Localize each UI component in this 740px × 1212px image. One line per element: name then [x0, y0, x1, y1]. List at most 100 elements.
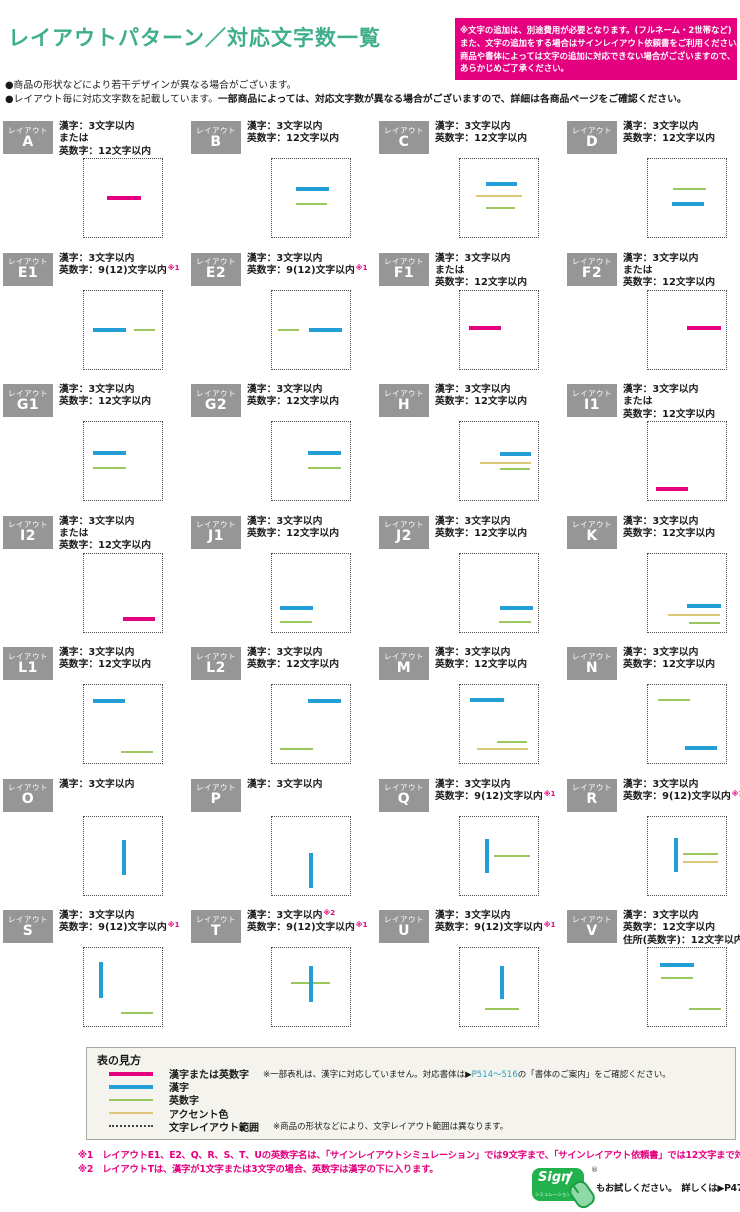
- layout-tag-letter: D: [585, 133, 599, 150]
- pink-horizontal-line: [468, 326, 502, 331]
- spec-line: 英数字：12文字以内: [59, 659, 152, 671]
- layout-specs: 漢字：3文字以内※2 英数字：9(12)文字以内※1: [247, 909, 367, 935]
- layout-tag-G2: レイアウト G2: [191, 384, 241, 417]
- legend-row: アクセント色: [97, 1107, 725, 1121]
- green-horizontal-line: [278, 328, 299, 331]
- layout-cell-H: レイアウト H 漢字：3文字以内 英数字：12文字以内: [379, 381, 567, 513]
- layout-preview-box: [271, 421, 351, 501]
- layout-specs: 漢字：3文字以内英数字：9(12)文字以内※1: [247, 253, 367, 278]
- layout-tag-letter: L2: [206, 659, 226, 676]
- layout-preview-box: [459, 947, 539, 1027]
- layout-cell-G2: レイアウト G2 漢字：3文字以内 英数字：12文字以内: [191, 381, 379, 513]
- spec-line: 英数字：12文字以内: [623, 527, 716, 539]
- pink-horizontal-line: [687, 326, 721, 331]
- layout-cell-U: レイアウト U 漢字：3文字以内 英数字：9(12)文字以内※1: [379, 907, 567, 1039]
- logo-caption: もお試しください。 詳しくは▶P478: [596, 1180, 740, 1194]
- layout-preview-box: [647, 815, 727, 896]
- layout-preview-box: [459, 552, 539, 633]
- notice-line: あらかじめご了承ください。: [460, 63, 569, 74]
- layout-tag-P: レイアウト P: [191, 778, 241, 812]
- spec-line: 英数字：9(12)文字以内※1: [247, 263, 368, 276]
- layout-specs: 漢字：3文字以内 英数字：12文字以内: [247, 516, 339, 541]
- layout-preview-box: [647, 947, 727, 1027]
- layout-tag-C: レイアウト C: [379, 121, 429, 154]
- spec-line: または: [623, 264, 653, 276]
- footnote-marker: ※1: [167, 921, 180, 930]
- blue-vertical-line: [309, 965, 314, 1002]
- blue-horizontal-line: [92, 327, 127, 332]
- spec-line: 漢字：3文字以内: [247, 384, 323, 395]
- green-horizontal-line: [497, 741, 528, 744]
- layout-cell-N: レイアウト N 漢字：3文字以内 英数字：12文字以内: [567, 644, 740, 776]
- layout-tag-label: レイアウト: [384, 914, 424, 924]
- layout-preview-box: [459, 815, 539, 896]
- legend-row: 英数字: [97, 1093, 725, 1107]
- green-horizontal-line: [688, 622, 720, 625]
- layout-preview-box: [83, 421, 163, 501]
- layout-tag-label: レイアウト: [384, 257, 424, 266]
- layout-specs: 漢字：3文字以内 英数字：12文字以内: [59, 647, 151, 672]
- green-horizontal-line: [120, 750, 153, 753]
- layout-specs: 漢字：3文字以内 または 英数字：12文字以内: [435, 253, 527, 290]
- spec-line: 英数字：12文字以内: [59, 540, 152, 552]
- sign-logo-subtext: シミュレーション: [535, 1192, 571, 1198]
- page-ref-p514-516[interactable]: P514〜516: [471, 1069, 518, 1080]
- yellow-horizontal-line: [475, 194, 523, 197]
- legend-row: 漢字: [97, 1080, 725, 1095]
- legend-swatch-pink: [109, 1071, 153, 1076]
- green-horizontal-line: [133, 328, 155, 331]
- spec-line: 英数字：12文字以内: [435, 396, 528, 408]
- layout-preview-box: [647, 684, 727, 764]
- layout-tag-V: レイアウト V: [567, 910, 617, 943]
- layout-tag-label: レイアウト: [384, 783, 424, 792]
- layout-specs: 漢字：3文字以内 または 英数字：12文字以内: [59, 516, 151, 553]
- page-ref-p478[interactable]: ▶P478: [717, 1183, 740, 1194]
- layout-cell-I2: レイアウト I2 漢字：3文字以内 または 英数字：12文字以内: [3, 513, 191, 645]
- layout-cell-J1: レイアウト J1 漢字：3文字以内 英数字：12文字以内: [191, 513, 379, 645]
- layout-preview-box: [83, 552, 163, 633]
- layout-tag-letter: S: [22, 922, 34, 939]
- green-horizontal-line: [296, 202, 328, 205]
- legend-note: ※一部表札は、漢字に対応していません。対応書体は▶P514〜516の「書体のご案…: [263, 1069, 671, 1080]
- spec-line: 漢字：3文字以内: [59, 384, 135, 395]
- spec-line: 英数字：12文字以内: [247, 527, 340, 539]
- blue-horizontal-line: [499, 605, 533, 610]
- layout-specs: 漢字：3文字以内 または 英数字：12文字以内: [623, 384, 715, 421]
- layout-specs: 漢字：3文字以内: [247, 779, 322, 791]
- layout-tag-label: レイアウト: [8, 914, 48, 924]
- layout-tag-label: レイアウト: [384, 520, 424, 529]
- green-horizontal-line: [499, 621, 531, 624]
- layout-tag-label: レイアウト: [8, 520, 48, 529]
- legend-swatch-blue: [109, 1084, 153, 1089]
- layout-preview-box: [83, 815, 163, 896]
- layout-preview-box: [647, 552, 727, 633]
- layout-tag-H: レイアウト H: [379, 384, 429, 417]
- layout-specs: 漢字：3文字以内 英数字：12文字以内: [247, 121, 339, 146]
- footnote-1: ※1 レイアウトE1、E2、Q、R、S、T、Uの英数字名は、「サインレイアウトシ…: [78, 1150, 740, 1161]
- layout-tag-label: レイアウト: [572, 914, 612, 924]
- layout-specs: 漢字：3文字以内英数字：9(12)文字以内※1: [435, 910, 555, 935]
- layout-tag-letter: V: [586, 922, 598, 939]
- footnote-marker: ※1: [731, 789, 740, 798]
- layout-tag-label: レイアウト: [196, 257, 236, 266]
- layout-cell-S: レイアウト S 漢字：3文字以内 英数字：9(12)文字以内※1: [3, 907, 191, 1039]
- layout-tag-label: レイアウト: [8, 388, 48, 398]
- layout-tag-label: レイアウト: [196, 651, 236, 661]
- green-horizontal-line: [683, 853, 719, 856]
- sign-simulation-logo: Sign シミュレーション ®: [532, 1166, 598, 1212]
- layout-cell-E2: レイアウト E2 漢字：3文字以内 英数字：9(12)文字以内※1: [191, 250, 379, 382]
- layout-tag-letter: E1: [17, 265, 39, 281]
- blue-vertical-line: [484, 839, 489, 873]
- spec-line: 漢字：3文字以内: [247, 515, 323, 527]
- spec-line: 英数字：12文字以内: [435, 527, 528, 539]
- layout-tag-letter: C: [398, 133, 410, 150]
- blue-vertical-line: [98, 962, 103, 998]
- legend-swatch-yellow: [109, 1112, 153, 1115]
- layout-tag-letter: P: [210, 791, 222, 807]
- layout-cell-A: レイアウト A 漢字：3文字以内 または 英数字：12文字以内: [3, 118, 191, 250]
- layout-specs: 漢字：3文字以内 英数字：12文字以内: [435, 516, 527, 541]
- layout-specs: 漢字：3文字以内 英数字：12文字以内 住所(英数字)：12文字以内: [623, 910, 740, 947]
- layout-tag-letter: K: [586, 528, 598, 544]
- legend-label: 漢字: [169, 1083, 189, 1095]
